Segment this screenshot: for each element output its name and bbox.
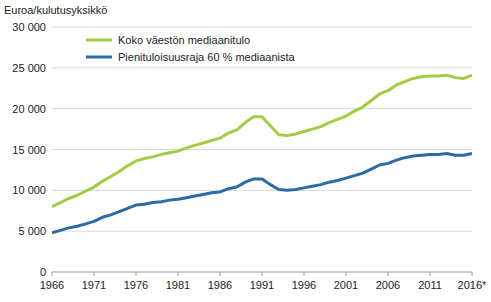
x-tick-label: 1966	[40, 279, 64, 291]
legend-label: Koko väestön mediaanitulo	[118, 34, 250, 46]
grid-line	[52, 67, 472, 68]
x-tick	[136, 272, 137, 276]
x-tick	[94, 272, 95, 276]
chart: Euroa/kulutusyksikkö 0 5 000 10 000 15 000 20…	[0, 0, 491, 302]
grid-line	[52, 190, 472, 191]
x-tick	[430, 272, 431, 276]
x-tick	[346, 272, 347, 276]
y-tick-label: 10 000	[12, 184, 46, 196]
grid-line	[52, 149, 472, 150]
x-tick	[388, 272, 389, 276]
x-tick-label: 2011	[418, 279, 442, 291]
x-tick-label: 1996	[292, 279, 316, 291]
x-tick	[472, 272, 473, 276]
x-tick-label: 2016*	[458, 279, 487, 291]
x-tick-label: 1991	[250, 279, 274, 291]
x-tick-label: 1986	[208, 279, 232, 291]
x-tick-label: 2001	[334, 279, 358, 291]
y-tick-label: 30 000	[12, 21, 46, 33]
y-tick-label: 15 000	[12, 144, 46, 156]
legend-swatch	[86, 39, 112, 42]
legend-label: Pienituloisuusraja 60 % mediaanista	[118, 51, 296, 63]
x-tick	[220, 272, 221, 276]
grid-line	[52, 231, 472, 232]
x-tick	[178, 272, 179, 276]
series-line	[52, 75, 472, 206]
x-tick-label: 1976	[124, 279, 148, 291]
legend-swatch	[86, 56, 112, 59]
grid-line	[52, 27, 472, 28]
x-tick	[52, 272, 53, 276]
y-tick-label: 0	[40, 266, 46, 278]
y-tick-label: 25 000	[12, 62, 46, 74]
grid-line	[52, 108, 472, 109]
x-tick	[304, 272, 305, 276]
plot-lines	[52, 75, 472, 233]
x-tick-label: 1981	[166, 279, 190, 291]
y-tick-label: 20 000	[12, 103, 46, 115]
x-tick-label: 1971	[82, 279, 106, 291]
series-line	[52, 154, 472, 233]
y-axis-label: Euroa/kulutusyksikkö	[4, 4, 107, 16]
y-tick-label: 5 000	[18, 225, 46, 237]
x-tick-label: 2006	[376, 279, 400, 291]
x-tick	[262, 272, 263, 276]
